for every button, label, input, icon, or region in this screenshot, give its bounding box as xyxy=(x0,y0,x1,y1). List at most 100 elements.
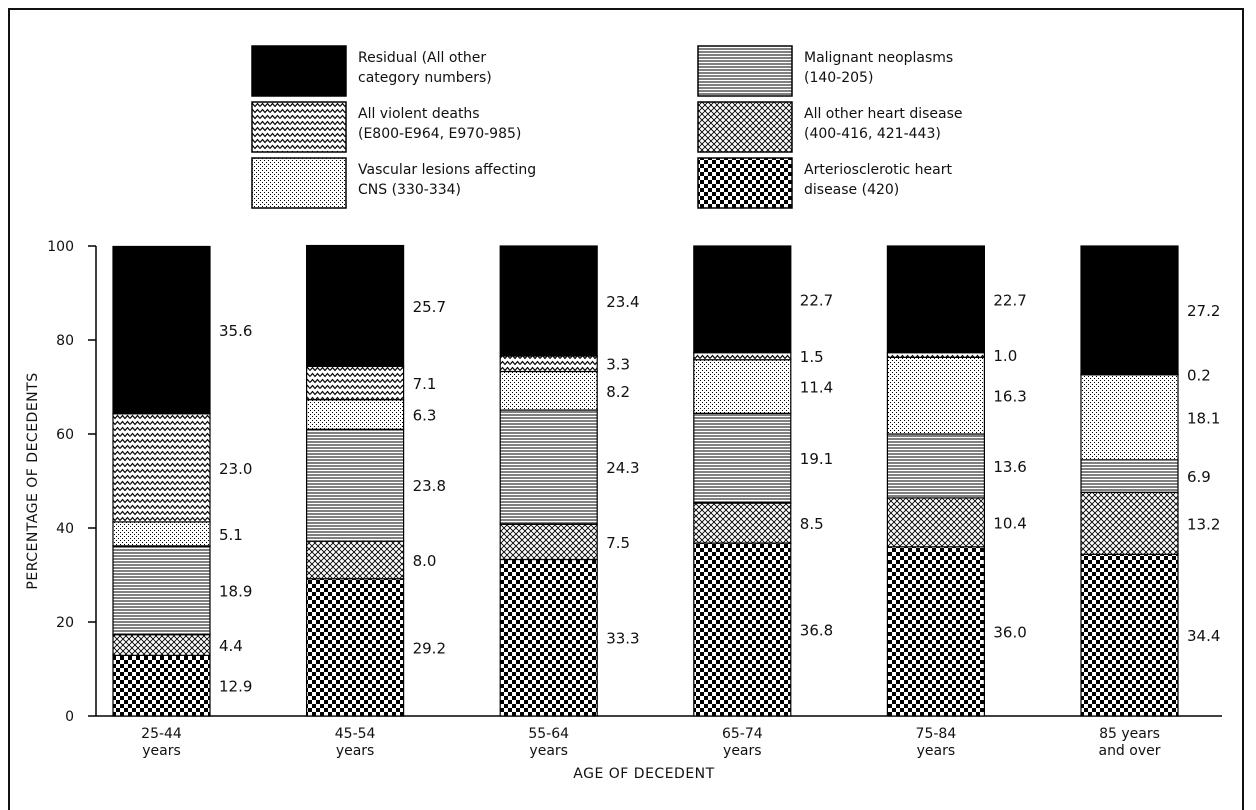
bar-segment-vascular xyxy=(306,399,405,430)
bar-segment-malignant xyxy=(693,412,792,504)
legend-swatch-otherheart xyxy=(697,101,793,153)
legend-label-vascular: CNS (330-334) xyxy=(358,182,461,198)
value-label-residual: 35.6 xyxy=(219,322,252,340)
x-category-label: 25-44 xyxy=(141,726,182,742)
legend-swatch-vascular xyxy=(251,157,347,209)
bar-segment-violent xyxy=(306,365,405,401)
x-category-label: 65-74 xyxy=(722,726,763,742)
axes: 0 20 40 60 80 100 PERCENTAGE OF DECEDENTS AGE O… xyxy=(25,239,1222,782)
value-label-otherheart: 8.5 xyxy=(800,515,824,533)
bar-segment-residual xyxy=(306,244,405,367)
value-label-malignant: 19.1 xyxy=(800,450,833,468)
value-label-malignant: 13.6 xyxy=(993,458,1026,476)
value-labels: 12.9 4.4 18.9 5.1 23.0 35.6 29.2 8.0 23.8 6.3 7.1 2… xyxy=(219,291,1220,695)
bar-segment-residual xyxy=(693,245,792,354)
bar-segment-violent xyxy=(693,352,792,361)
bar-segment-otherheart xyxy=(693,502,792,544)
x-category-label: 85 years xyxy=(1099,726,1160,742)
value-label-ashd: 34.4 xyxy=(1187,627,1220,645)
legend-label-otherheart: All other heart disease xyxy=(804,106,962,122)
bar-segment-residual xyxy=(112,245,211,415)
x-category-label: years xyxy=(917,743,956,759)
legend-swatch-ashd xyxy=(697,157,793,209)
bar-segment-otherheart xyxy=(112,634,211,656)
bar-segment-residual xyxy=(1080,245,1179,375)
bar-segment-violent xyxy=(886,352,986,358)
value-label-malignant: 6.9 xyxy=(1187,468,1211,486)
bar-segment-violent xyxy=(499,355,598,373)
value-label-otherheart: 13.2 xyxy=(1187,515,1220,533)
value-label-otherheart: 8.0 xyxy=(413,552,437,570)
legend-swatch-violent xyxy=(251,101,347,153)
bar-segment-violent xyxy=(112,413,211,523)
bar-segment-residual xyxy=(886,245,986,354)
legend-label-malignant: Malignant neoplasms xyxy=(804,50,953,66)
legend-label-otherheart: (400-416, 421-443) xyxy=(804,126,941,142)
bar-segment-malignant xyxy=(886,433,986,499)
legend-label-ashd: disease (420) xyxy=(804,182,899,198)
bar-segment-residual xyxy=(499,245,598,357)
value-label-violent: 1.0 xyxy=(993,347,1017,365)
bar-segment-malignant xyxy=(1080,459,1179,493)
value-label-ashd: 29.2 xyxy=(413,639,446,657)
x-category-label: 75-84 xyxy=(916,726,957,742)
value-label-residual: 27.2 xyxy=(1187,302,1220,320)
value-label-malignant: 24.3 xyxy=(606,459,639,477)
value-label-violent: 7.1 xyxy=(413,375,437,393)
x-axis-title: AGE OF DECEDENT xyxy=(573,766,714,782)
value-label-malignant: 23.8 xyxy=(413,477,446,495)
value-label-violent: 23.0 xyxy=(219,460,252,478)
bar-segment-vascular xyxy=(112,521,211,547)
bar-segment-otherheart xyxy=(886,497,986,548)
value-label-ashd: 33.3 xyxy=(606,630,639,648)
bar-segment-otherheart xyxy=(499,523,598,561)
legend-swatch-residual xyxy=(251,45,347,97)
value-label-ashd: 12.9 xyxy=(219,678,252,696)
bar-segment-ashd xyxy=(886,546,986,717)
figure-frame xyxy=(8,8,1244,810)
stacked-bar-chart: Residual (All other category numbers) All … xyxy=(25,45,1222,782)
x-category-label: years xyxy=(336,743,375,759)
bar-segment-malignant xyxy=(306,428,405,542)
value-label-violent: 1.5 xyxy=(800,348,824,366)
legend-label-residual: Residual (All other xyxy=(358,50,486,66)
value-label-violent: 0.2 xyxy=(1187,366,1211,384)
y-tick-label: 100 xyxy=(47,239,74,255)
legend-label-violent: All violent deaths xyxy=(358,106,480,122)
value-label-residual: 22.7 xyxy=(800,291,833,309)
bar-segment-ashd xyxy=(112,654,211,717)
bar-segment-ashd xyxy=(693,542,792,717)
bars xyxy=(112,244,1179,717)
legend-swatch-malignant xyxy=(697,45,793,97)
y-tick-label: 80 xyxy=(56,333,74,349)
y-axis-title: PERCENTAGE OF DECEDENTS xyxy=(25,372,41,589)
x-category-label: years xyxy=(723,743,762,759)
value-label-vascular: 16.3 xyxy=(993,388,1026,406)
value-label-vascular: 5.1 xyxy=(219,526,243,544)
bar-segment-otherheart xyxy=(306,540,405,580)
value-label-ashd: 36.0 xyxy=(993,623,1026,641)
value-label-otherheart: 7.5 xyxy=(606,534,630,552)
legend-label-residual: category numbers) xyxy=(358,70,492,86)
value-label-otherheart: 4.4 xyxy=(219,637,243,655)
bar-segment-vascular xyxy=(499,370,598,411)
x-category-label: 45-54 xyxy=(335,726,376,742)
value-label-ashd: 36.8 xyxy=(800,622,833,640)
value-label-malignant: 18.9 xyxy=(219,582,252,600)
x-category-label: and over xyxy=(1098,743,1160,759)
legend-label-ashd: Arteriosclerotic heart xyxy=(804,162,953,178)
legend-label-malignant: (140-205) xyxy=(804,70,873,86)
y-tick-label: 40 xyxy=(56,521,74,537)
value-label-residual: 22.7 xyxy=(993,291,1026,309)
bar-segment-ashd xyxy=(499,558,598,717)
bar-segment-malignant xyxy=(499,409,598,525)
x-category-label: years xyxy=(142,743,181,759)
legend: Residual (All other category numbers) All … xyxy=(251,45,962,209)
bar-segment-malignant xyxy=(112,545,211,636)
bar-segment-vascular xyxy=(693,359,792,414)
legend-label-violent: (E800-E964, E970-985) xyxy=(358,126,521,142)
value-label-vascular: 8.2 xyxy=(606,383,630,401)
bar-segment-otherheart xyxy=(1080,491,1179,555)
bar-segment-vascular xyxy=(886,356,986,435)
x-category-label: years xyxy=(529,743,568,759)
